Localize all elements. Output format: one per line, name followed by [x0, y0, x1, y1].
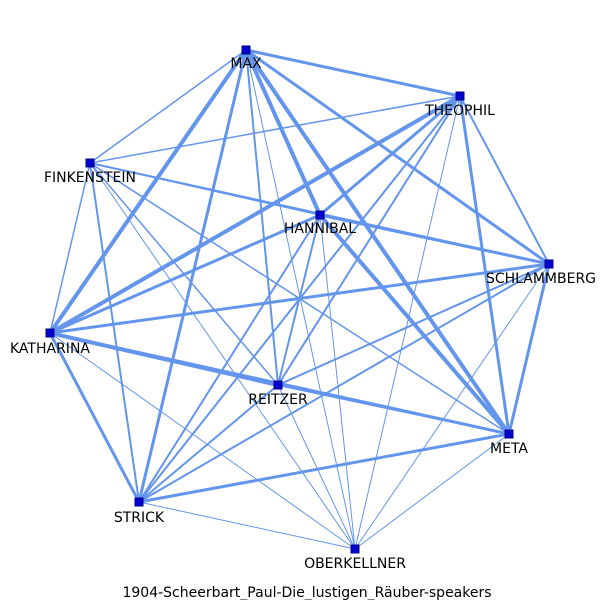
node-label-reitzer: REITZER — [248, 392, 308, 408]
edge-max-finkenstein — [89, 49, 247, 164]
node-meta[interactable] — [504, 429, 514, 439]
node-max[interactable] — [241, 45, 251, 55]
edge-theophil-katharina — [48, 94, 462, 335]
edge-theophil-schlammberg — [459, 95, 550, 265]
edge-max-schlammberg — [244, 48, 551, 266]
node-hannibal[interactable] — [315, 210, 325, 220]
node-theophil[interactable] — [455, 91, 465, 101]
node-label-meta: META — [490, 441, 528, 457]
node-finkenstein[interactable] — [85, 158, 95, 168]
edge-theophil-hannibal — [318, 94, 462, 217]
node-label-max: MAX — [230, 56, 262, 72]
edge-max-hannibal — [244, 48, 322, 217]
edge-schlammberg-katharina — [48, 262, 551, 335]
edge-reitzer-strick — [138, 384, 279, 503]
edge-katharina-oberkellner — [49, 332, 356, 550]
edge-reitzer-oberkellner — [277, 384, 356, 550]
edge-theophil-finkenstein — [89, 95, 461, 164]
edge-meta-strick — [137, 432, 511, 504]
node-label-finkenstein: FINKENSTEIN — [44, 170, 136, 186]
label-layer: MAX THEOPHIL FINKENSTEIN HANNIBAL SCHLAMMBER… — [10, 56, 596, 572]
edge-reitzer-meta — [277, 384, 510, 435]
node-label-strick: STRICK — [114, 510, 165, 526]
edge-finkenstein-strick — [89, 162, 140, 503]
edge-finkenstein-katharina — [49, 162, 91, 334]
edge-hannibal-schlammberg — [318, 213, 551, 266]
edge-schlammberg-reitzer — [277, 263, 550, 386]
node-label-theophil: THEOPHIL — [424, 103, 495, 119]
edge-theophil-meta — [458, 94, 511, 436]
node-schlammberg[interactable] — [544, 259, 554, 269]
node-layer — [45, 45, 554, 554]
node-strick[interactable] — [134, 497, 144, 507]
edge-schlammberg-meta — [507, 262, 551, 436]
node-oberkellner[interactable] — [350, 544, 360, 554]
edge-schlammberg-oberkellner — [354, 263, 550, 550]
edge-strick-oberkellner — [138, 501, 356, 550]
edge-layer — [48, 48, 551, 550]
edge-theophil-reitzer — [277, 95, 461, 386]
edge-hannibal-strick — [138, 214, 321, 503]
edge-hannibal-katharina — [48, 213, 322, 335]
edge-hannibal-oberkellner — [319, 214, 356, 550]
edge-max-katharina — [48, 48, 248, 335]
edge-max-meta — [244, 48, 511, 436]
edge-max-strick — [137, 48, 248, 504]
edge-max-theophil — [244, 48, 462, 98]
edge-max-reitzer — [245, 49, 279, 386]
edge-schlammberg-strick — [138, 263, 550, 503]
node-katharina[interactable] — [45, 328, 55, 338]
node-label-oberkellner: OBERKELLNER — [304, 556, 406, 572]
node-label-katharina: KATHARINA — [10, 341, 90, 357]
node-reitzer[interactable] — [273, 380, 283, 390]
graph-title: 1904-Scheerbart_Paul-Die_lustigen_Räuber… — [122, 585, 491, 600]
edge-theophil-oberkellner — [354, 95, 461, 550]
edge-finkenstein-oberkellner — [89, 162, 356, 550]
node-label-schlammberg: SCHLAMMBERG — [486, 271, 596, 287]
node-label-hannibal: HANNIBAL — [284, 221, 356, 237]
edge-meta-oberkellner — [354, 433, 510, 550]
edge-katharina-strick — [48, 331, 141, 504]
